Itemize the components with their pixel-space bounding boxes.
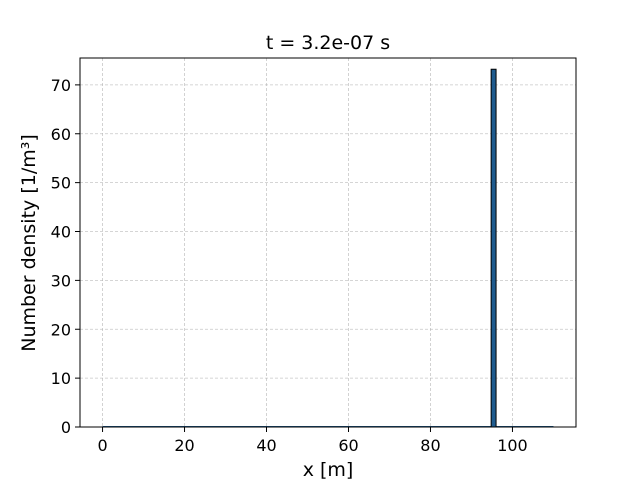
chart-title: t = 3.2e-07 s [266, 32, 390, 54]
x-tick-label: 0 [97, 436, 107, 455]
x-tick-label: 20 [174, 436, 194, 455]
ticks: 0 20 40 60 80 100 0 10 20 30 40 50 60 70 [51, 76, 528, 455]
y-tick-label: 10 [51, 369, 71, 388]
grid-lines [80, 58, 576, 428]
y-tick-label: 40 [51, 223, 71, 242]
y-tick-label: 20 [51, 320, 71, 339]
y-tick-label: 60 [51, 125, 71, 144]
x-tick-label: 60 [338, 436, 358, 455]
x-tick-label: 40 [256, 436, 276, 455]
histogram-bar [490, 68, 497, 428]
y-tick-label: 50 [51, 174, 71, 193]
plot-frame [79, 57, 577, 428]
x-tick-label: 100 [497, 436, 528, 455]
x-tick-label: 80 [420, 436, 440, 455]
x-axis-label: x [m] [303, 459, 354, 480]
y-axis-label: Number density [1/m³] [18, 134, 40, 352]
bars [102, 68, 554, 428]
y-tick-label: 70 [51, 76, 71, 95]
y-tick-label: 30 [51, 271, 71, 290]
y-tick-label: 0 [61, 418, 71, 437]
